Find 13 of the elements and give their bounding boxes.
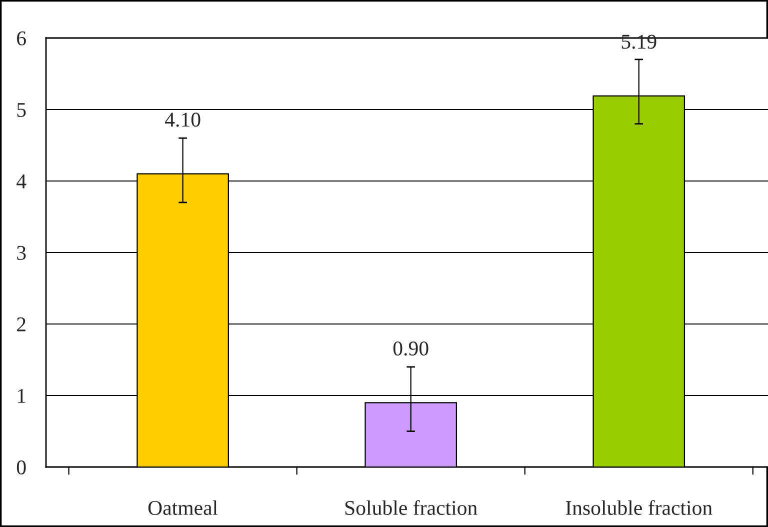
x-tick-label: Insoluble fraction <box>566 500 712 515</box>
y-tick-label: 6 <box>17 31 26 46</box>
x-tick-label: Oatmeal <box>148 500 218 515</box>
data-label: 0.90 <box>393 341 428 356</box>
data-label: 4.10 <box>164 112 200 127</box>
x-tick-label: Soluble fraction <box>345 500 478 515</box>
y-tick-label: 1 <box>18 388 26 403</box>
y-tick-label: 2 <box>17 317 26 332</box>
y-tick-label: 0 <box>16 460 26 474</box>
data-label: 5.19 <box>622 34 656 49</box>
y-tick-label: 4 <box>16 174 26 188</box>
y-tick-label: 5 <box>17 103 26 117</box>
y-tick-label: 3 <box>17 246 26 260</box>
